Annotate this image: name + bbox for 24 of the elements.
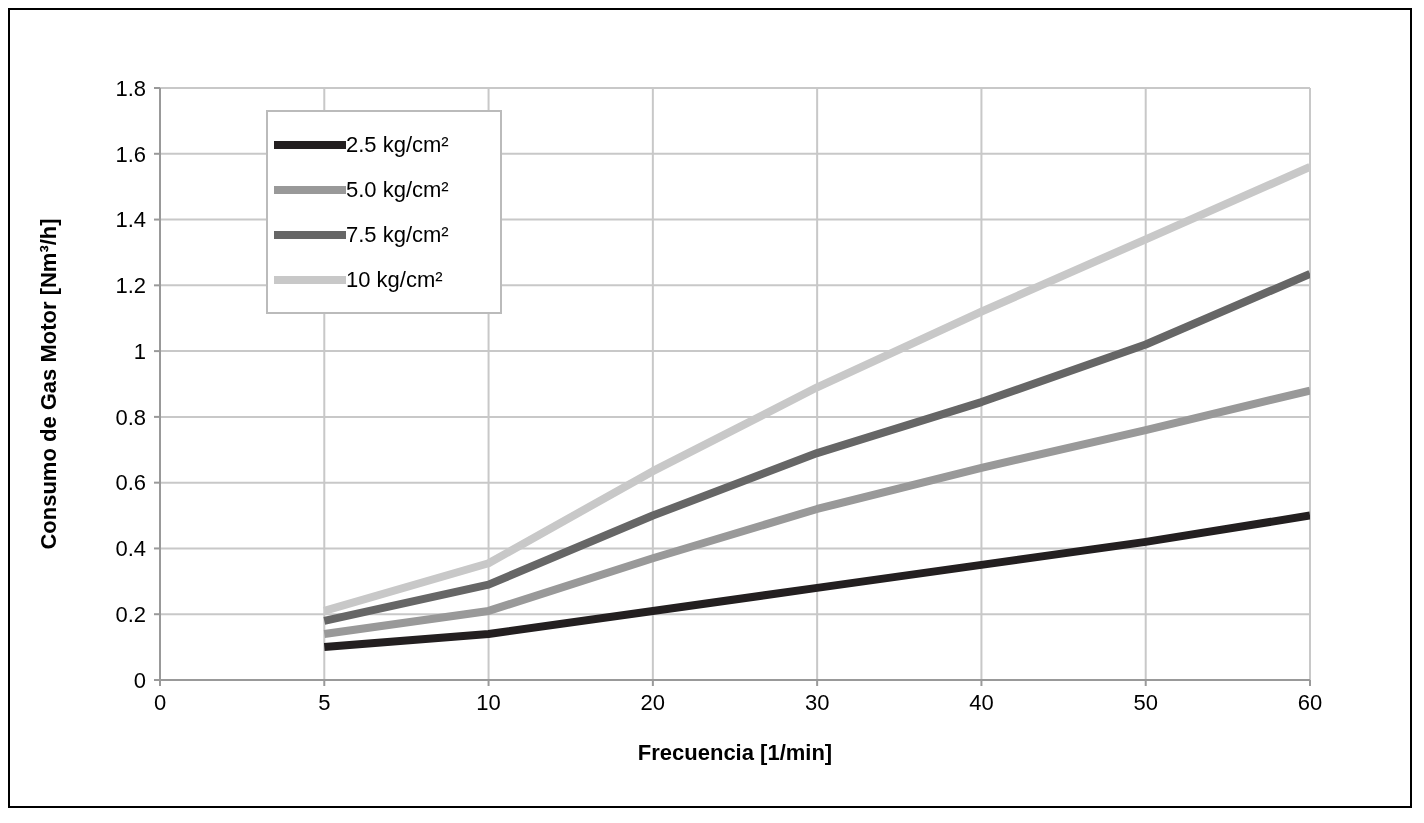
y-tick-label: 1.2 [115, 273, 146, 299]
x-tick-label: 30 [804, 689, 830, 715]
x-tick-label: 5 [318, 689, 331, 715]
x-axis-title: Frecuencia [1/min] [637, 740, 833, 765]
x-tick-label: 50 [1133, 689, 1158, 715]
legend-label: 2.5 kg/cm² [346, 131, 449, 158]
y-tick-label: 1.6 [115, 141, 146, 167]
x-tick-label: 40 [969, 689, 994, 715]
x-tick-label: 10 [476, 689, 501, 715]
y-tick-label: 0 [133, 667, 146, 693]
y-tick-label: 0.2 [115, 602, 146, 628]
y-tick-label: 0.8 [115, 404, 146, 430]
x-tick-label: 60 [1297, 689, 1323, 715]
y-tick-label: 1.4 [115, 207, 146, 233]
legend-label: 5.0 kg/cm² [346, 176, 449, 203]
legend-label: 10 kg/cm² [346, 266, 443, 293]
y-axis-title: Consumo de Gas Motor [Nm³/h] [35, 218, 61, 550]
y-tick-label: 1 [133, 338, 146, 364]
y-tick-label: 1.8 [115, 75, 146, 101]
x-tick-label: 20 [640, 689, 666, 715]
legend-label: 7.5 kg/cm² [346, 221, 449, 248]
x-tick-label: 0 [153, 689, 167, 715]
y-tick-label: 0.6 [115, 470, 146, 496]
y-tick-label: 0.4 [115, 536, 146, 562]
